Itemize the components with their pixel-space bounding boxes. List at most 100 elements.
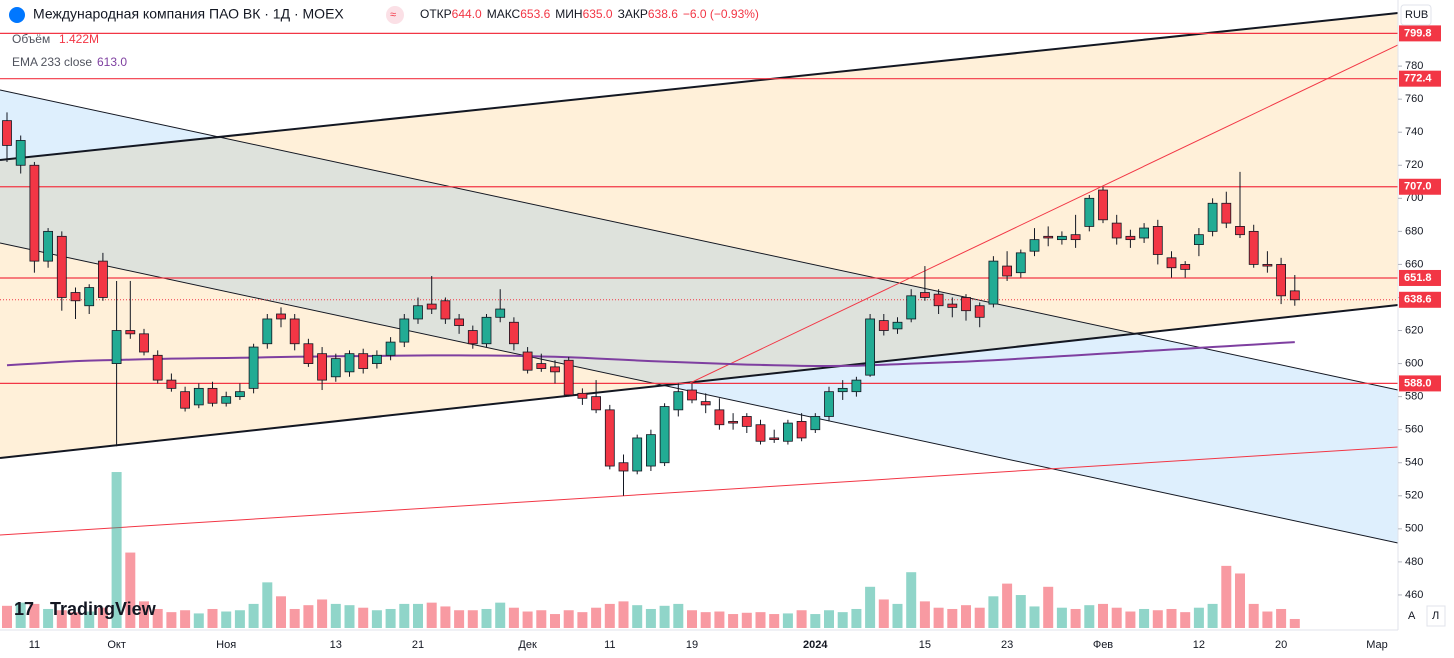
candle-body xyxy=(317,353,328,381)
candle-body xyxy=(495,308,506,318)
volume-bar xyxy=(591,607,602,628)
y-tick-label: 480 xyxy=(1405,556,1423,568)
volume-bar xyxy=(961,605,971,628)
trend-line xyxy=(0,304,1399,459)
ohlc-value: 644.0 xyxy=(452,7,482,21)
level-label: 651.8 xyxy=(1404,272,1432,284)
button-frame xyxy=(1426,605,1446,627)
x-tick-label: Ноя xyxy=(216,639,236,651)
x-tick-label: Дек xyxy=(518,639,537,651)
candle-body xyxy=(741,416,752,427)
y-tick-label: 760 xyxy=(1405,93,1423,105)
volume-bar xyxy=(755,612,766,628)
ema-line xyxy=(6,341,1295,368)
brand: 17 TradingView xyxy=(14,599,157,619)
x-tick-label: 11 xyxy=(29,639,40,651)
y-tick-label: 700 xyxy=(1405,192,1423,204)
compare-icon[interactable] xyxy=(386,6,404,24)
candle-body xyxy=(111,330,122,364)
volume-bar xyxy=(358,607,369,628)
y-tick-label: 680 xyxy=(1405,225,1423,237)
volume-bar xyxy=(221,611,232,628)
volume-bar xyxy=(919,601,930,628)
candle-body xyxy=(810,416,821,431)
volume-bar xyxy=(111,472,122,628)
marks xyxy=(0,32,1398,628)
volume-bar xyxy=(632,605,643,628)
candle-body xyxy=(604,409,615,467)
candle-body xyxy=(1043,235,1054,239)
volume-bar xyxy=(824,610,834,628)
candle-body xyxy=(1166,257,1177,269)
volume-bar xyxy=(180,610,191,628)
candle-body xyxy=(988,260,999,305)
y-tick-label: 780 xyxy=(1405,60,1423,72)
candle-body xyxy=(139,333,149,353)
candle-body xyxy=(234,391,245,398)
volume-bar xyxy=(741,612,752,628)
candle-body xyxy=(1248,230,1259,265)
candle-body xyxy=(646,434,656,467)
volume-bar xyxy=(673,603,684,628)
x-tick-label: 11 xyxy=(604,639,615,651)
volume-bar xyxy=(988,596,999,628)
candle-body xyxy=(892,321,903,330)
volume-bar xyxy=(714,611,725,628)
volume-bar xyxy=(495,602,506,628)
volume-bar xyxy=(550,614,560,628)
volume-bar xyxy=(1152,610,1163,628)
candle-body xyxy=(166,379,177,389)
candle-body xyxy=(440,300,451,320)
volume-bar xyxy=(2,605,12,628)
volume-bar xyxy=(207,608,218,628)
candle-body xyxy=(303,343,314,364)
candle-body xyxy=(837,387,848,393)
volume-value: 1.422M xyxy=(59,32,99,46)
candle-body xyxy=(1139,227,1149,239)
level-label: 588.0 xyxy=(1404,377,1432,389)
y-tick-label: 580 xyxy=(1405,391,1423,403)
candle-body xyxy=(755,424,766,442)
candle-body xyxy=(1152,226,1163,255)
volume-bar xyxy=(1056,607,1067,628)
ohlc-value: 638.6 xyxy=(648,7,678,21)
volume-bar xyxy=(426,602,437,628)
button-label[interactable]: Л xyxy=(1432,610,1439,622)
volume-bar xyxy=(1221,565,1232,628)
volume-bar xyxy=(536,610,547,628)
ohlc-value: 653.6 xyxy=(520,7,550,21)
candle-body xyxy=(1015,252,1026,274)
volume-bar xyxy=(1289,618,1300,628)
candle-body xyxy=(961,297,971,312)
currency-button[interactable] xyxy=(1400,4,1432,26)
candle-body xyxy=(207,387,218,404)
trend-line xyxy=(0,89,1399,391)
candle-body xyxy=(1289,290,1300,301)
volume-bar xyxy=(645,608,656,628)
volume-bar xyxy=(262,582,273,628)
candle-body xyxy=(673,391,684,411)
trend-line xyxy=(0,446,1399,536)
x-tick-label: 23 xyxy=(1001,639,1013,651)
ohlc: ОТКР 644.0 МАКС 653.6 МИН 635.0 ЗАКР 638.6 −6.0 … xyxy=(420,7,759,21)
candle-body xyxy=(426,303,437,310)
x-tick-label: 15 xyxy=(919,639,931,651)
volume-bar xyxy=(933,607,944,628)
symbol-logo xyxy=(9,7,25,23)
button-label[interactable]: A xyxy=(1408,610,1416,622)
volume-bar xyxy=(440,606,451,628)
x-tick-label: 21 xyxy=(412,639,424,651)
brand-name: TradingView xyxy=(50,599,157,619)
candle-body xyxy=(783,422,793,442)
trend-line xyxy=(0,12,1399,161)
volume-bar xyxy=(139,601,149,628)
x-tick-label: 19 xyxy=(686,639,698,651)
volume-bar xyxy=(1262,611,1273,628)
volume-bar xyxy=(700,612,711,628)
volume-bar xyxy=(1084,605,1095,628)
volume-bar xyxy=(1193,607,1204,628)
volume-bar xyxy=(1235,573,1245,628)
volume-bar xyxy=(1015,595,1026,628)
volume-bar xyxy=(728,614,739,628)
